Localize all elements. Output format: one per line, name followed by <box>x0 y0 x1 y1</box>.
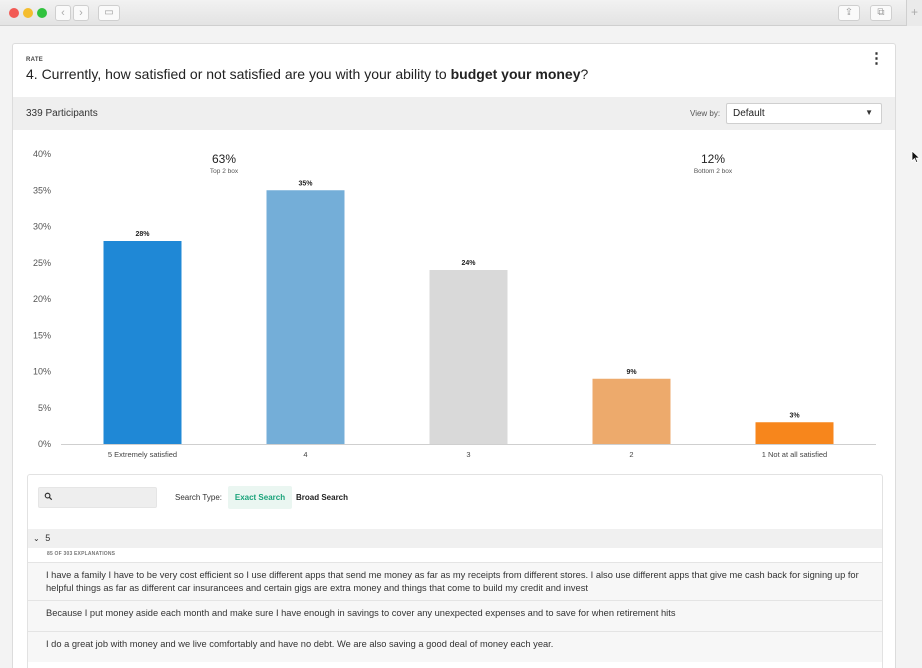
sidebar-toggle-button[interactable]: ▭ <box>98 5 120 21</box>
search-input[interactable] <box>38 487 157 508</box>
y-tick-label: 25% <box>33 258 51 268</box>
bar <box>103 241 182 444</box>
bar-value-label: 9% <box>626 369 637 376</box>
summary-label: Top 2 box <box>210 168 239 175</box>
participant-count: 339 Participants <box>26 108 98 119</box>
bar <box>266 190 345 444</box>
minimize-window-button[interactable] <box>23 8 33 18</box>
search-type-label: Search Type: <box>175 493 222 502</box>
y-tick-label: 20% <box>33 294 51 304</box>
bar-chart: 0% 5% 10% 15% 20% 25% 30% 35% 40% 28% 5 Extremely … <box>13 132 895 462</box>
question-suffix: ? <box>580 66 589 82</box>
broad-search-button[interactable]: Broad Search <box>296 493 349 502</box>
response-group-label: 5 <box>45 533 51 543</box>
bar-value-label: 24% <box>461 260 476 267</box>
y-tick-label: 5% <box>38 403 51 413</box>
response-group-header[interactable]: ⌄ 5 <box>28 529 882 548</box>
y-tick-label: 35% <box>33 185 51 195</box>
bar <box>755 422 834 444</box>
chevron-down-icon: ⌄ <box>33 534 40 543</box>
y-tick-label: 40% <box>33 149 51 159</box>
view-by-select[interactable]: Default ▼ <box>726 103 882 124</box>
summary-label: Bottom 2 box <box>694 168 733 175</box>
new-tab-button[interactable]: + <box>906 0 922 26</box>
question-text: 4. Currently, how satisfied or not satis… <box>26 66 451 82</box>
list-item: I do a great job with money and we live … <box>28 631 882 662</box>
explanations-count: 85 OF 303 EXPLANATIONS <box>47 551 116 557</box>
bar <box>592 378 671 444</box>
x-tick-label: 2 <box>629 450 633 459</box>
results-toolbar: 339 Participants View by: Default ▼ <box>13 97 895 130</box>
question-title: 4. Currently, how satisfied or not satis… <box>26 66 588 82</box>
mouse-cursor <box>911 150 921 164</box>
bar-chart-svg: 0% 5% 10% 15% 20% 25% 30% 35% 40% 28% 5 Extremely … <box>33 149 876 459</box>
bar <box>429 270 508 444</box>
y-tick-label: 15% <box>33 330 51 340</box>
question-type-label: RATE <box>26 57 44 63</box>
close-window-button[interactable] <box>9 8 19 18</box>
exact-search-button[interactable]: Exact Search <box>228 486 292 509</box>
bar-value-label: 28% <box>135 231 150 238</box>
back-button[interactable]: ‹ <box>55 5 71 21</box>
view-by-value: Default <box>733 108 765 119</box>
tabs-overview-button[interactable]: ⧉ <box>870 5 892 21</box>
bar-value-label: 3% <box>789 412 800 419</box>
x-tick-label: 3 <box>466 450 470 459</box>
more-options-icon[interactable]: ⋮ <box>869 50 884 67</box>
question-emphasis: budget your money <box>450 66 581 82</box>
y-tick-label: 30% <box>33 222 51 232</box>
zoom-window-button[interactable] <box>37 8 47 18</box>
forward-button[interactable]: › <box>73 5 89 21</box>
summary-value: 12% <box>701 152 725 166</box>
explanations-panel: Search Type: Exact Search Broad Search ⌄… <box>27 474 883 668</box>
x-tick-label: 1 Not at all satisfied <box>762 450 827 459</box>
bar-value-label: 35% <box>298 180 313 187</box>
list-item: Because I put money aside each month and… <box>28 600 882 631</box>
x-tick-label: 4 <box>303 450 307 459</box>
question-card: RATE 4. Currently, how satisfied or not … <box>12 43 896 668</box>
x-tick-label: 5 Extremely satisfied <box>108 450 177 459</box>
share-button[interactable]: ⇪ <box>838 5 860 21</box>
y-tick-label: 10% <box>33 367 51 377</box>
chevron-down-icon: ▼ <box>865 108 873 117</box>
search-icon <box>44 492 53 501</box>
y-tick-label: 0% <box>38 439 51 449</box>
list-item: I have a family I have to be very cost e… <box>28 562 882 600</box>
view-by-label: View by: <box>690 109 721 118</box>
summary-value: 63% <box>212 152 236 166</box>
window-titlebar: ‹ › ▭ ⇪ ⧉ + <box>0 0 922 26</box>
